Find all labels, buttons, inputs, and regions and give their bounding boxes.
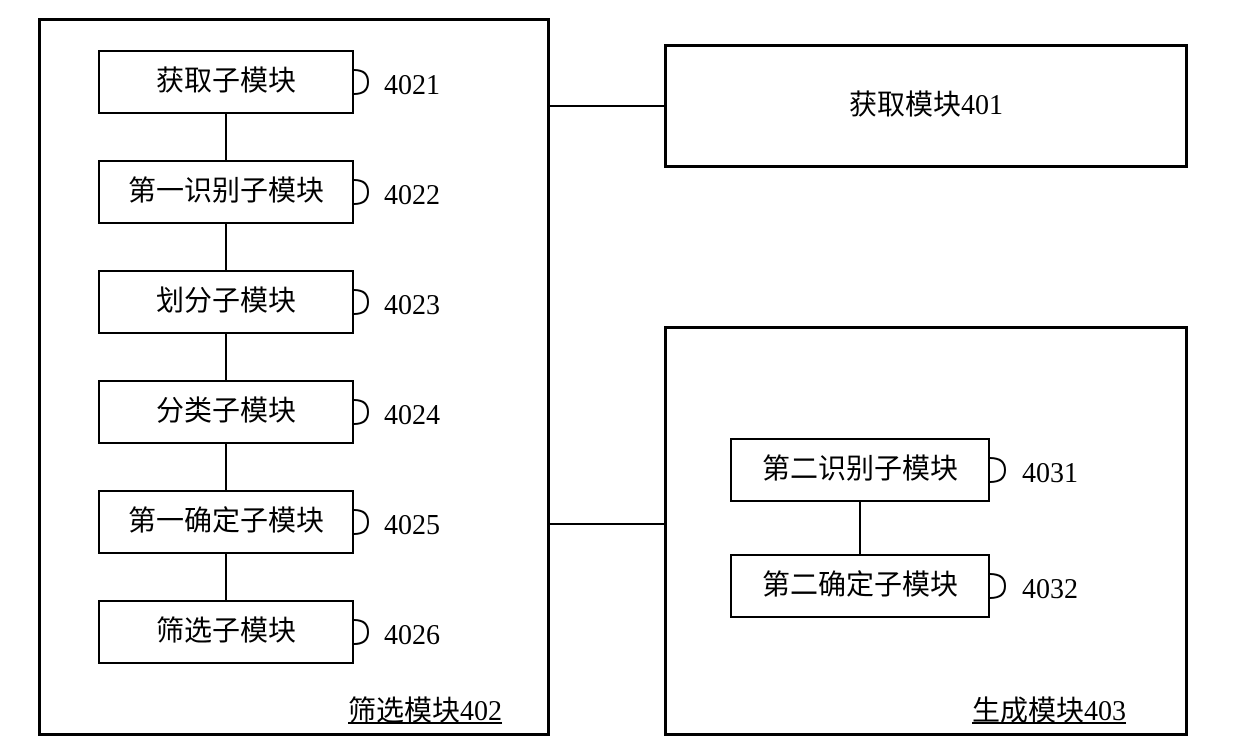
node-4021: 获取子模块 xyxy=(98,50,354,114)
num-4032: 4032 xyxy=(1022,576,1078,604)
num-4023: 4023 xyxy=(384,292,440,320)
num-4022: 4022 xyxy=(384,182,440,210)
node-4031-label: 第二识别子模块 xyxy=(762,456,958,484)
node-4026-label: 筛选子模块 xyxy=(156,618,296,646)
node-4032: 第二确定子模块 xyxy=(730,554,990,618)
num-4026: 4026 xyxy=(384,622,440,650)
node-4022: 第一识别子模块 xyxy=(98,160,354,224)
title-filter-module: 筛选模块402 xyxy=(348,698,502,726)
node-4024: 分类子模块 xyxy=(98,380,354,444)
node-4023-label: 划分子模块 xyxy=(156,288,296,316)
title-generate-module: 生成模块403 xyxy=(972,698,1126,726)
node-401-label: 获取模块401 xyxy=(849,92,1003,120)
node-4022-label: 第一识别子模块 xyxy=(128,178,324,206)
node-4026: 筛选子模块 xyxy=(98,600,354,664)
node-4032-label: 第二确定子模块 xyxy=(762,572,958,600)
node-4024-label: 分类子模块 xyxy=(156,398,296,426)
node-401: 获取模块401 xyxy=(664,44,1188,168)
num-4031: 4031 xyxy=(1022,460,1078,488)
num-4021: 4021 xyxy=(384,72,440,100)
num-4024: 4024 xyxy=(384,402,440,430)
node-4031: 第二识别子模块 xyxy=(730,438,990,502)
node-4025-label: 第一确定子模块 xyxy=(128,508,324,536)
node-4025: 第一确定子模块 xyxy=(98,490,354,554)
container-generate-module xyxy=(664,326,1188,736)
num-4025: 4025 xyxy=(384,512,440,540)
node-4023: 划分子模块 xyxy=(98,270,354,334)
node-4021-label: 获取子模块 xyxy=(156,68,296,96)
